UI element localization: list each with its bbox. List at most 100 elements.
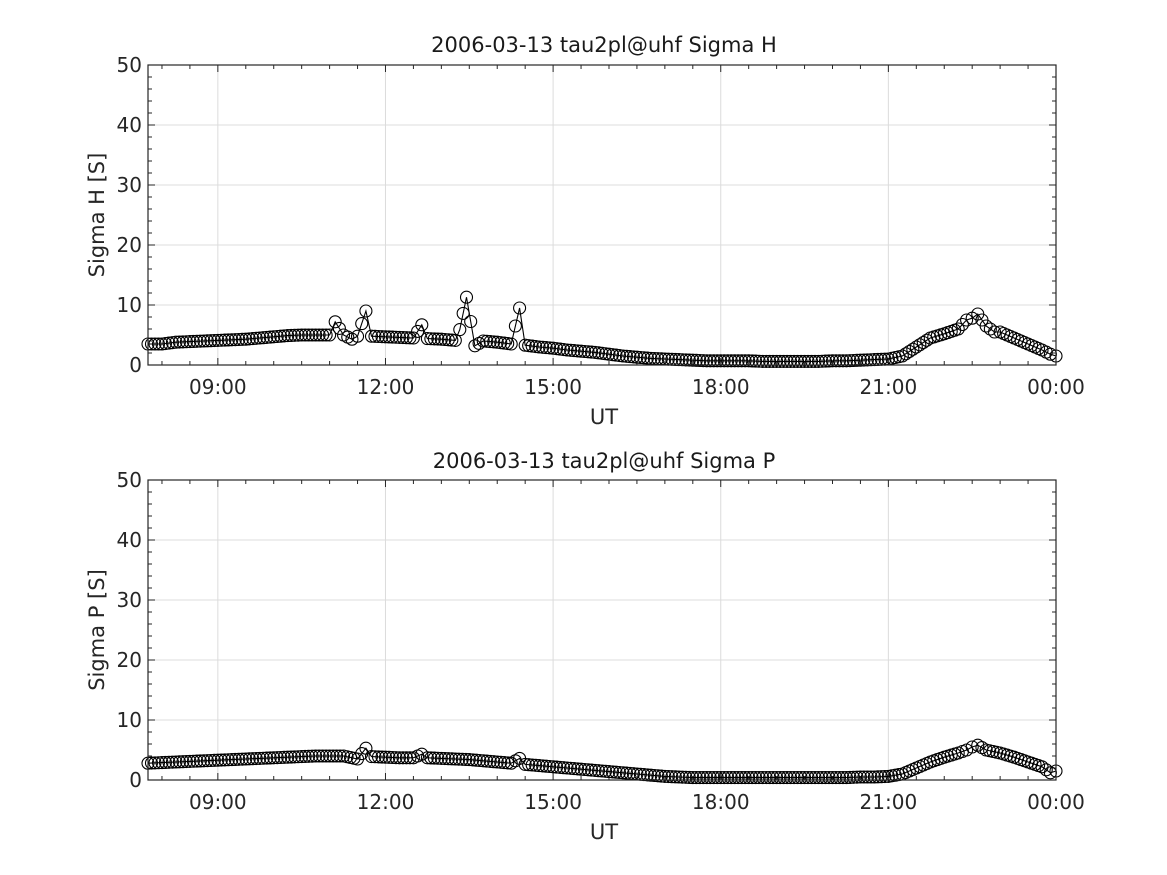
data-point-marker: [860, 353, 874, 367]
data-point-marker: [368, 750, 382, 764]
data-point-marker: [378, 330, 393, 344]
data-point-marker: [267, 751, 281, 765]
x-tick-label: 21:00: [860, 375, 918, 399]
data-point-marker: [686, 353, 700, 367]
data-point-marker: [798, 771, 812, 785]
data-point-marker: [675, 353, 689, 367]
data-point-marker: [539, 341, 553, 355]
data-point-marker: [193, 754, 207, 768]
data-point-marker: [438, 751, 452, 766]
data-point-marker: [577, 344, 592, 359]
plot-frame: [147, 479, 1057, 781]
data-point-marker: [780, 771, 794, 785]
data-point-marker: [504, 337, 518, 351]
data-point-marker: [557, 342, 571, 357]
data-point-marker: [441, 333, 455, 347]
data-point-marker: [616, 349, 630, 363]
data-point-marker: [459, 752, 473, 767]
data-point-marker: [176, 755, 190, 769]
data-point-marker: [323, 328, 337, 342]
data-point-marker: [291, 750, 305, 764]
data-point-marker: [309, 328, 323, 342]
data-point-marker: [525, 339, 539, 353]
data-point-marker: [355, 317, 369, 331]
data-point-marker: [651, 769, 665, 783]
data-point-marker: [392, 751, 406, 765]
data-point-marker: [815, 354, 829, 368]
data-point-marker: [829, 354, 843, 368]
data-point-marker: [738, 354, 752, 368]
data-point-marker: [801, 354, 815, 368]
data-point-marker: [745, 354, 759, 368]
data-point-marker: [424, 332, 438, 346]
data-point-marker: [777, 771, 791, 785]
data-point-marker: [724, 354, 738, 368]
x-tick-label: 18:00: [692, 375, 750, 399]
data-point-marker: [242, 332, 256, 346]
data-point-marker: [389, 751, 403, 765]
data-point-marker: [179, 335, 193, 349]
x-tick-label: 09:00: [189, 375, 247, 399]
data-point-marker: [270, 329, 284, 344]
data-point-marker: [190, 334, 204, 348]
data-point-marker: [228, 333, 242, 347]
data-point-marker: [144, 756, 159, 770]
y-tick-label: 30: [117, 173, 142, 197]
data-point-marker: [571, 762, 585, 776]
data-point-marker: [382, 750, 396, 764]
y-tick-label: 0: [129, 353, 142, 377]
data-point-marker: [759, 771, 773, 785]
data-point-marker: [375, 330, 389, 344]
data-point-marker: [763, 771, 777, 785]
data-point-marker: [176, 335, 190, 349]
data-point-marker: [378, 750, 393, 764]
data-point-marker: [249, 331, 263, 345]
data-point-marker: [464, 314, 478, 329]
data-point-marker: [536, 759, 550, 773]
data-point-marker: [546, 760, 560, 774]
data-point-marker: [350, 329, 365, 343]
data-point-marker: [305, 749, 319, 763]
data-point-marker: [794, 771, 808, 785]
series: [141, 290, 1063, 368]
data-point-marker: [375, 750, 389, 764]
data-point-marker: [839, 354, 854, 368]
data-point-marker: [829, 771, 843, 785]
data-point-marker: [843, 770, 857, 785]
data-point-marker: [452, 752, 466, 766]
data-point-marker: [508, 319, 522, 333]
data-point-marker: [843, 354, 857, 368]
data-point-marker: [644, 768, 658, 782]
data-point-marker: [721, 771, 735, 785]
data-point-marker: [319, 749, 333, 763]
data-point-marker: [469, 753, 483, 767]
data-point-marker: [598, 764, 613, 778]
data-point-marker: [672, 770, 686, 784]
data-point-marker: [682, 770, 696, 785]
data-point-marker: [773, 354, 787, 368]
data-point-marker: [836, 354, 850, 368]
data-point-marker: [846, 770, 860, 784]
y-tick-label: 0: [129, 768, 142, 792]
data-point-marker: [609, 348, 623, 362]
data-point-marker: [588, 763, 602, 777]
data-point-marker: [679, 353, 693, 367]
data-point-marker: [455, 752, 469, 766]
data-point-marker: [564, 761, 578, 775]
data-point-marker: [158, 336, 173, 351]
data-point-marker: [693, 771, 707, 785]
data-point-marker: [742, 771, 756, 785]
data-point-marker: [864, 353, 878, 367]
data-point-marker: [780, 354, 794, 368]
data-point-marker: [588, 345, 602, 359]
data-point-marker: [277, 329, 291, 343]
data-point-marker: [752, 354, 766, 368]
data-point-marker: [710, 354, 724, 368]
data-point-marker: [148, 756, 162, 770]
data-point-marker: [480, 754, 494, 768]
data-point-marker: [186, 754, 200, 768]
data-point-marker: [710, 771, 724, 785]
data-point-marker: [165, 755, 179, 769]
data-point-marker: [172, 335, 186, 349]
